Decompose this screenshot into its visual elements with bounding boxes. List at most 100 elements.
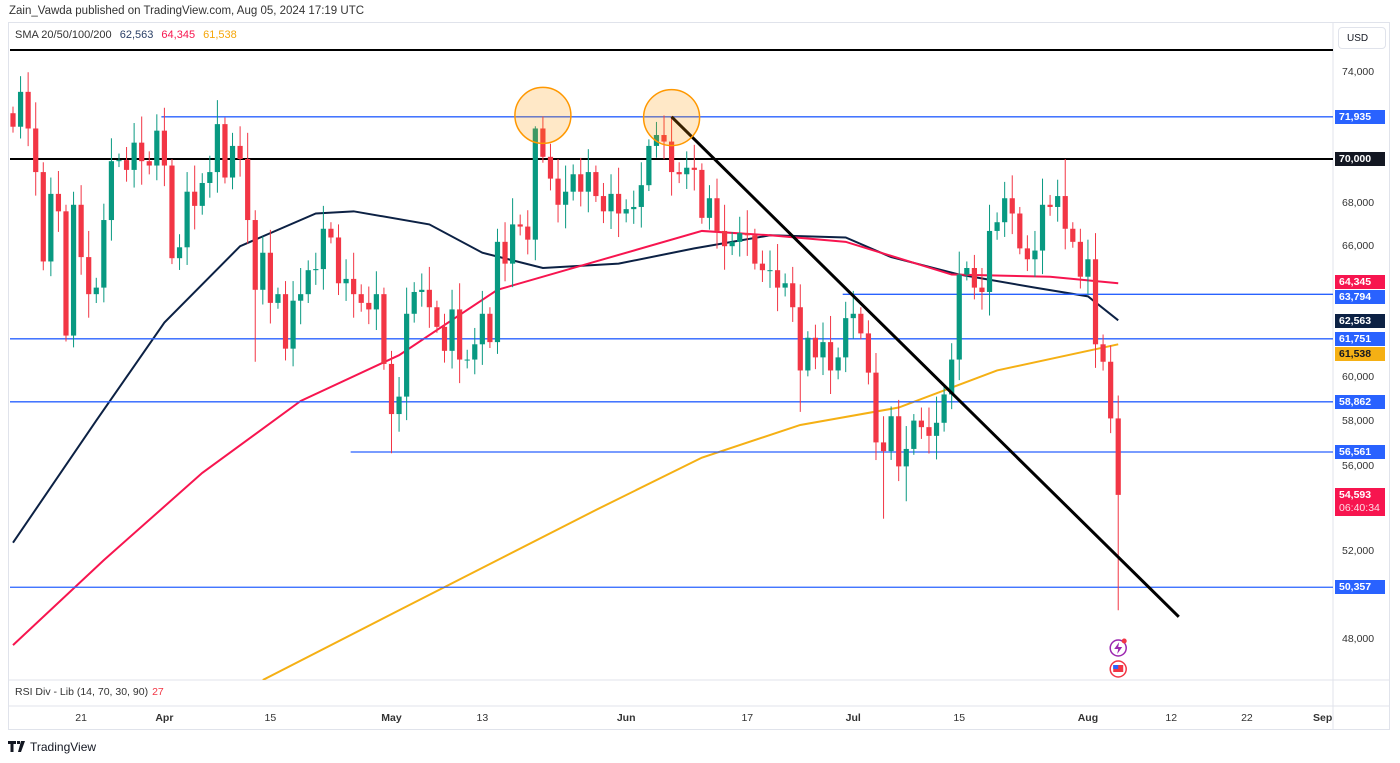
candle (684, 151, 690, 189)
candle-body (222, 124, 228, 178)
candle-body (320, 228, 326, 270)
level-price-label: 50,357 (1335, 580, 1385, 595)
candle (752, 228, 758, 270)
candle (873, 353, 879, 461)
candle (1002, 181, 1008, 237)
candle (918, 407, 924, 439)
candle (426, 266, 432, 328)
candle-body (941, 394, 947, 423)
candle (1047, 194, 1053, 216)
candle (555, 159, 561, 223)
candle (457, 283, 463, 384)
candle (199, 173, 205, 215)
candle-body (797, 307, 803, 371)
candle (820, 322, 826, 376)
candle (169, 159, 175, 265)
time-tick: Sep (1312, 712, 1333, 724)
candle (986, 204, 993, 316)
candle (358, 284, 364, 312)
candle-body (578, 174, 584, 192)
candle-body (911, 420, 917, 449)
drawings[interactable] (514, 86, 1180, 618)
candle (1100, 334, 1106, 371)
sma-legend[interactable]: SMA 20/50/100/200 62,563 64,345 61,538 (15, 29, 242, 41)
rsi-indicator-legend[interactable]: RSI Div - Lib (14, 70, 30, 90) 27 (15, 686, 164, 698)
candle (646, 139, 652, 192)
candle-body (426, 289, 432, 308)
candle (40, 162, 46, 271)
candle (593, 165, 599, 202)
candle-body (78, 204, 84, 258)
candle (971, 254, 977, 300)
candle (880, 416, 887, 519)
candle-body (525, 226, 531, 240)
candle-body (827, 342, 834, 371)
candle-body (729, 241, 735, 247)
candle (563, 165, 569, 229)
candle (252, 210, 258, 362)
candle-body (1062, 196, 1068, 229)
candle-body (835, 357, 841, 371)
candle (237, 126, 243, 177)
candle (70, 191, 77, 348)
candle-body (207, 172, 213, 183)
candle-body (812, 337, 819, 358)
candle (260, 236, 266, 305)
double-top-circle[interactable] (642, 88, 701, 147)
candle (441, 313, 448, 363)
currency-button[interactable]: USD (1338, 27, 1386, 49)
candle (782, 273, 788, 297)
candle-body (169, 165, 175, 259)
candle (434, 300, 440, 333)
candle-body (858, 313, 864, 334)
candle (623, 199, 629, 223)
candle (1039, 178, 1046, 275)
candle-body (949, 359, 955, 395)
candle (192, 165, 198, 230)
candle-body (608, 193, 614, 212)
sma-legend-name: SMA 20/50/100/200 (15, 29, 112, 41)
candle-body (192, 191, 198, 206)
candle (176, 234, 183, 270)
candle-body (335, 237, 342, 284)
earnings-lightning-icon[interactable] (1109, 638, 1127, 657)
candle (1115, 395, 1121, 611)
us-flag-event-icon[interactable] (1109, 660, 1127, 678)
candle (547, 143, 554, 191)
time-tick: 13 (476, 712, 489, 724)
tradingview-logo-text: TradingView (30, 740, 97, 754)
candle-body (229, 145, 236, 178)
double-top-circle[interactable] (514, 86, 572, 145)
candle-body (184, 191, 190, 248)
candle-body (1002, 198, 1008, 223)
candle (139, 116, 145, 185)
candle (298, 268, 304, 325)
candle (1085, 239, 1091, 295)
candle (214, 100, 220, 193)
candle-body (661, 135, 667, 142)
candle-body (449, 309, 455, 351)
candle (843, 301, 849, 373)
candle-body (381, 294, 387, 364)
candle (1017, 206, 1023, 255)
candle-body (176, 247, 183, 259)
candle-body (600, 196, 607, 212)
candle (994, 212, 1000, 240)
candle (1032, 230, 1038, 277)
candle (1055, 179, 1061, 222)
candle (578, 157, 584, 207)
candle (343, 259, 349, 301)
event-markers[interactable] (1109, 638, 1127, 678)
candle-body (971, 268, 977, 288)
candle-body (108, 161, 115, 221)
candle-body (154, 130, 160, 166)
candle-body (631, 206, 637, 210)
tradingview-logo[interactable]: TradingView (8, 740, 96, 754)
price-tick: 68,000 (1342, 196, 1375, 209)
candle-body (585, 172, 591, 192)
candle (411, 282, 417, 323)
candle-body (570, 174, 576, 192)
candle-body (396, 396, 402, 415)
downtrend-line[interactable] (670, 115, 1180, 618)
